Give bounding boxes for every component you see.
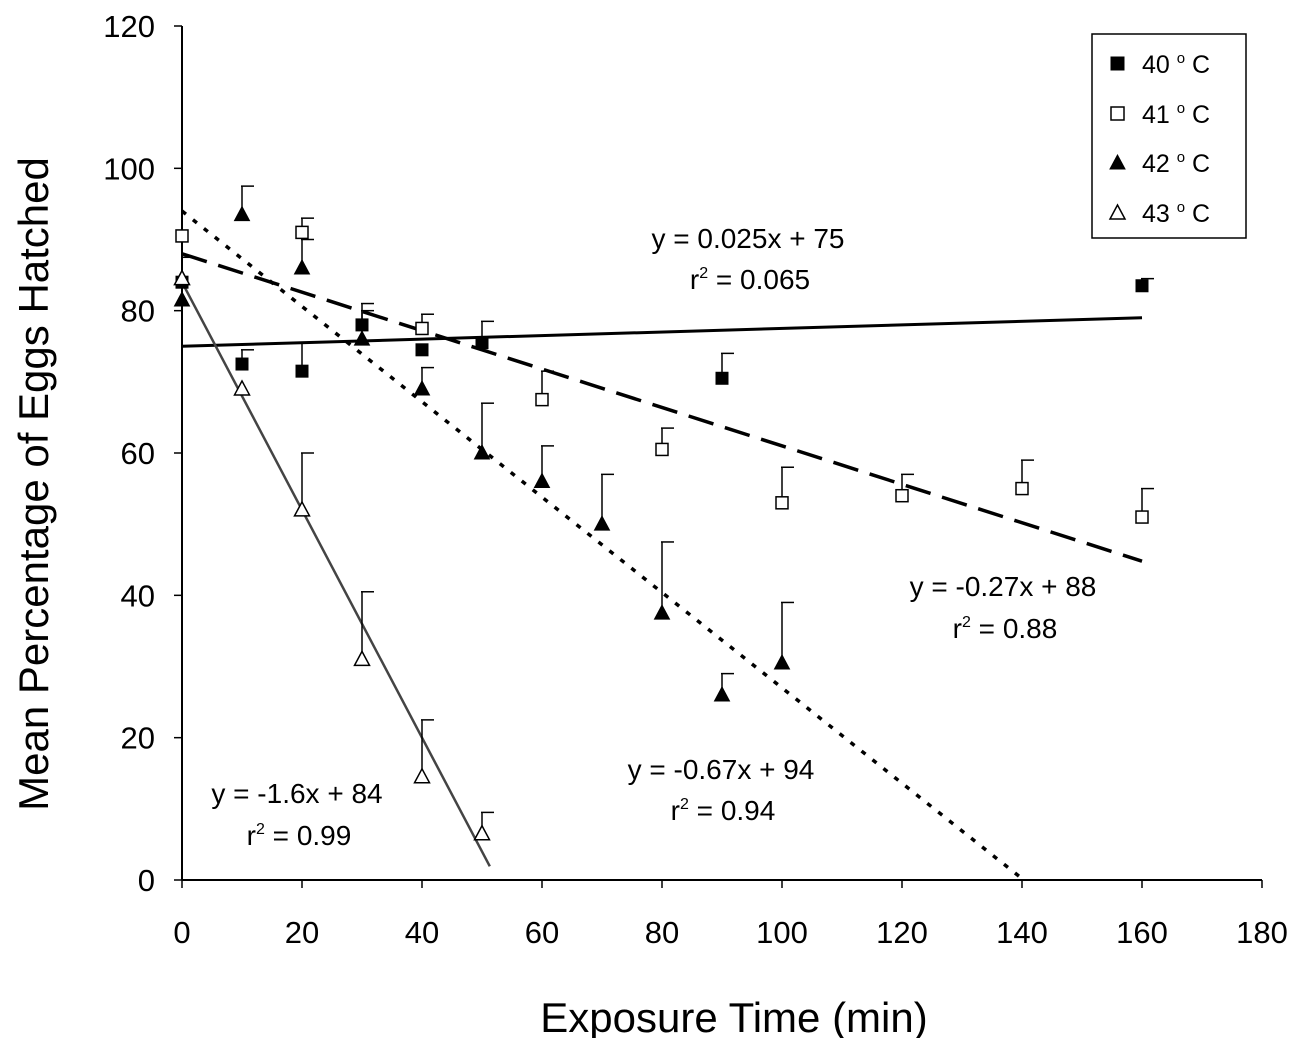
y-axis-title: Mean Percentage of Eggs Hatched (10, 157, 57, 811)
marker-s42 (593, 515, 611, 531)
x-tick-label: 120 (876, 915, 928, 950)
legend-marker-43c (1108, 203, 1127, 220)
marker-s41 (1015, 481, 1029, 496)
marker-s43 (413, 767, 431, 784)
marker-s42 (473, 443, 491, 460)
marker-s40 (295, 364, 309, 378)
y-tick-label: 20 (121, 721, 155, 756)
marker-s41 (655, 442, 669, 457)
r2-40c-value: = 0.065 (708, 264, 810, 295)
equation-43c-line: y = -1.6x + 84 (211, 778, 382, 809)
marker-s40 (415, 343, 429, 357)
y-tick-label: 60 (121, 436, 155, 471)
r2-43c-value: = 0.99 (265, 820, 351, 851)
y-tick-label: 80 (121, 294, 155, 329)
x-tick-label: 160 (1116, 915, 1168, 950)
y-ticks: 0 20 40 60 80 100 120 (103, 9, 182, 898)
marker-s42 (773, 653, 791, 670)
r2-42c-sup: 2 (680, 796, 689, 813)
legend-marker-42c (1109, 153, 1126, 170)
r2-43c-sup: 2 (256, 821, 265, 838)
marker-s42 (353, 330, 371, 346)
marker-s41 (775, 496, 789, 510)
marker-s40 (715, 371, 729, 385)
r2-42c: r2 = 0.94 (671, 795, 776, 826)
x-tick-label: 0 (173, 915, 190, 950)
equation-43c: y = -1.6x + 84 r2 = 0.99 (211, 778, 382, 851)
y-tick-label: 120 (103, 9, 155, 44)
equation-42c-line: y = -0.67x + 94 (628, 754, 815, 785)
x-ticks: 0 20 40 60 80 100 120 140 160 180 (173, 880, 1288, 950)
legend-item-42c: 42 o C (1109, 149, 1210, 178)
marker-s41 (1135, 510, 1149, 524)
legend-marker-41c (1110, 106, 1125, 121)
x-tick-label: 100 (756, 915, 808, 950)
marker-s43 (353, 649, 371, 667)
marker-s43 (293, 500, 311, 517)
x-tick-label: 20 (285, 915, 319, 950)
legend-item-41c: 41 o C (1110, 100, 1210, 129)
equation-41c: y = -0.27x + 88 r2 = 0.88 (910, 571, 1097, 644)
legend-item-40c: 40 o C (1110, 50, 1210, 79)
marker-s41 (535, 392, 549, 407)
x-tick-label: 40 (405, 915, 439, 950)
r2-41c: r2 = 0.88 (953, 613, 1058, 644)
legend-label-42c: 42 o C (1142, 149, 1210, 178)
marker-s41 (175, 229, 189, 243)
marker-s43 (473, 824, 491, 841)
legend-label-40c: 40 o C (1142, 50, 1210, 79)
fit-line-s43 (180, 281, 491, 867)
r2-40c: r2 = 0.065 (690, 264, 810, 295)
marker-s42 (173, 290, 191, 307)
r2-43c-prefix: r (247, 820, 256, 851)
equation-42c: y = -0.67x + 94 r2 = 0.94 (628, 754, 815, 826)
marker-s42 (713, 685, 731, 702)
marker-s40 (235, 357, 249, 371)
legend-item-43c: 43 o C (1108, 199, 1210, 228)
legend-label-41c: 41 o C (1142, 100, 1210, 129)
equation-40c: y = 0.025x + 75 r2 = 0.065 (651, 223, 844, 295)
x-tick-label: 60 (525, 915, 559, 950)
x-axis-title: Exposure Time (min) (540, 994, 927, 1038)
equation-40c-line: y = 0.025x + 75 (651, 223, 844, 254)
marker-s40 (355, 318, 369, 332)
fit-lines (180, 209, 1143, 882)
marker-s42 (533, 472, 551, 488)
r2-40c-sup: 2 (699, 265, 708, 282)
fit-line-s40 (181, 316, 1143, 348)
marker-s40 (1135, 279, 1149, 293)
r2-41c-value: = 0.88 (971, 613, 1057, 644)
marker-s40 (475, 336, 489, 350)
marker-s41 (895, 488, 909, 503)
marker-s43 (173, 269, 191, 286)
x-tick-label: 80 (645, 915, 679, 950)
marker-s41 (415, 321, 429, 336)
r2-41c-prefix: r (953, 613, 962, 644)
legend: 40 o C 41 o C 42 o C 43 o C (1091, 33, 1247, 239)
equation-41c-line: y = -0.27x + 88 (910, 571, 1097, 602)
fit-line-s41 (181, 252, 1143, 563)
fit-line-s42 (180, 209, 1025, 882)
r2-42c-value: = 0.94 (689, 795, 775, 826)
r2-40c-prefix: r (690, 264, 699, 295)
y-tick-label: 100 (103, 151, 155, 186)
marker-s42 (293, 258, 311, 275)
y-tick-label: 0 (138, 863, 155, 898)
marker-s42 (233, 205, 251, 222)
markers (173, 205, 1149, 841)
marker-s42 (413, 379, 431, 396)
error-bars (181, 185, 1154, 834)
marker-s43 (233, 379, 251, 396)
y-tick-label: 40 (121, 578, 155, 613)
marker-s42 (653, 604, 671, 620)
r2-42c-prefix: r (671, 795, 680, 826)
legend-label-43c: 43 o C (1142, 199, 1210, 228)
legend-marker-40c (1110, 56, 1125, 71)
x-tick-label: 180 (1236, 915, 1288, 950)
r2-43c: r2 = 0.99 (247, 820, 352, 851)
marker-s41 (295, 225, 309, 240)
x-tick-label: 140 (996, 915, 1048, 950)
r2-41c-sup: 2 (962, 614, 971, 631)
